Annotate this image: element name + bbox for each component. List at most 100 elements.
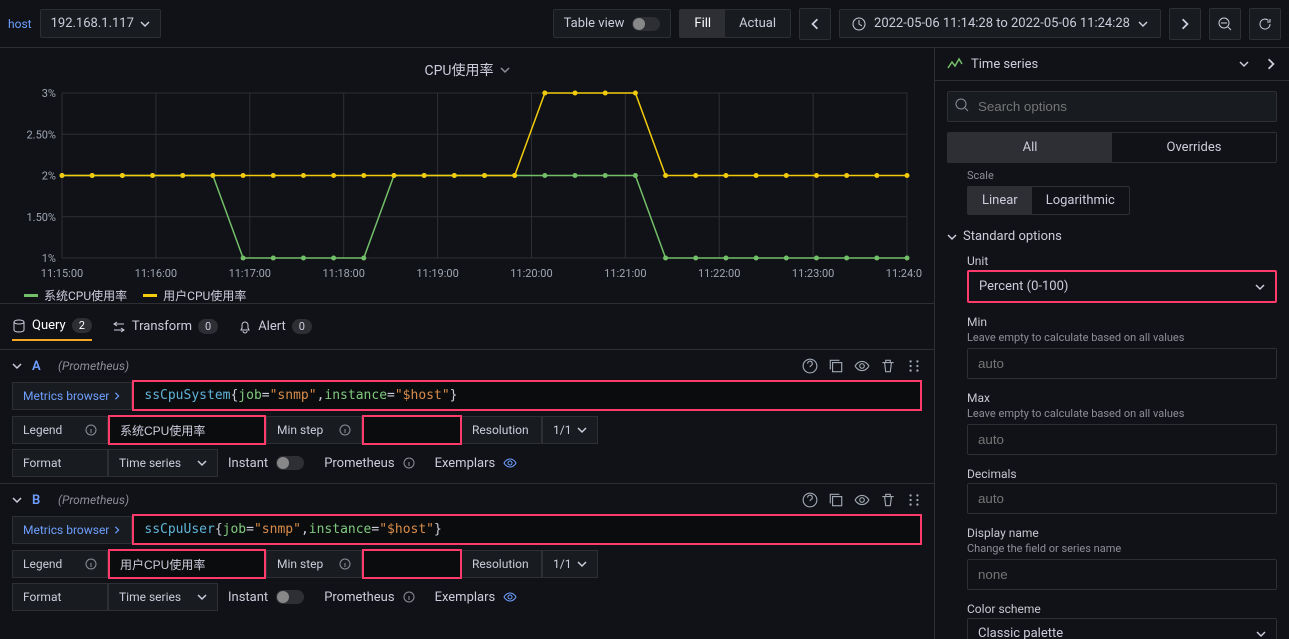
query-datasource: (Prometheus) (58, 493, 129, 507)
chevron-left-icon (809, 18, 821, 30)
trash-icon[interactable] (880, 492, 896, 508)
chevron-down-icon[interactable] (12, 495, 22, 505)
tab-all[interactable]: All (948, 133, 1112, 162)
refresh-button[interactable] (1249, 8, 1281, 40)
fill-actual-segment: Fill Actual (679, 9, 791, 38)
tab-overrides[interactable]: Overrides (1112, 133, 1276, 162)
legend-input[interactable] (108, 549, 266, 579)
legend-item[interactable]: 系统CPU使用率 (24, 287, 127, 304)
min-hint: Leave empty to calculate based on all va… (967, 331, 1277, 344)
legend-field-label: Legend (12, 550, 108, 578)
scale-log-button[interactable]: Logarithmic (1032, 187, 1129, 214)
minstep-input[interactable] (362, 415, 462, 445)
zoom-out-button[interactable] (1209, 8, 1241, 40)
max-input[interactable] (967, 424, 1277, 455)
legend-item[interactable]: 用户CPU使用率 (143, 287, 246, 304)
display-name-label: Display name (967, 526, 1277, 540)
table-view-label: Table view (564, 16, 625, 31)
query-count-badge: 2 (72, 318, 92, 333)
query-block: A (Prometheus) Metrics browser ssCpuSyst… (0, 349, 934, 483)
help-icon[interactable] (802, 492, 818, 508)
tab-query[interactable]: Query 2 (12, 312, 92, 341)
scale-linear-button[interactable]: Linear (968, 187, 1032, 214)
chevron-down-icon (577, 425, 587, 435)
svg-text:11:15:00: 11:15:00 (41, 267, 83, 280)
color-scheme-label: Color scheme (967, 602, 1277, 616)
metrics-browser-button[interactable]: Metrics browser (12, 382, 132, 410)
max-label: Max (967, 391, 1277, 405)
host-var-dropdown[interactable]: 192.168.1.117 (40, 9, 161, 38)
unit-select[interactable]: Percent (0-100) (967, 270, 1277, 303)
eye-icon[interactable] (503, 590, 517, 604)
search-options-input[interactable] (947, 91, 1277, 122)
table-view-toggle[interactable]: Table view (553, 9, 672, 38)
min-input[interactable] (967, 348, 1277, 379)
instant-toggle[interactable] (276, 456, 304, 470)
resolution-select[interactable]: 1/1 (542, 550, 598, 578)
standard-options-header[interactable]: Standard options (947, 229, 1277, 244)
chevron-right-icon (113, 526, 121, 534)
svg-text:11:23:00: 11:23:00 (792, 267, 834, 280)
format-select[interactable]: Time series (108, 449, 218, 477)
instant-label: Instant (228, 456, 268, 471)
chevron-down-icon (577, 559, 587, 569)
drag-icon[interactable] (906, 358, 922, 374)
minstep-field-label: Min step (266, 550, 362, 578)
bell-icon (238, 320, 252, 334)
svg-text:11:18:00: 11:18:00 (322, 267, 364, 280)
copy-icon[interactable] (828, 358, 844, 374)
transform-icon (112, 320, 126, 334)
display-name-input[interactable] (967, 559, 1277, 590)
instant-toggle[interactable] (276, 590, 304, 604)
chart-canvas: 1%1.50%2%2.50%3%11:15:0011:16:0011:17:00… (12, 88, 922, 283)
svg-text:2.50%: 2.50% (26, 128, 56, 141)
timerange-picker[interactable]: 2022-05-06 11:14:28 to 2022-05-06 11:24:… (839, 9, 1161, 38)
query-expression-input[interactable]: ssCpuUser{job="snmp",instance="$host"} (132, 514, 922, 545)
eye-icon[interactable] (503, 456, 517, 470)
prometheus-label: Prometheus (324, 456, 394, 471)
svg-text:11:17:00: 11:17:00 (229, 267, 271, 280)
chevron-down-icon (1138, 19, 1148, 29)
max-hint: Leave empty to calculate based on all va… (967, 407, 1277, 420)
instant-label: Instant (228, 590, 268, 605)
transform-count-badge: 0 (198, 319, 218, 334)
query-expression-input[interactable]: ssCpuSystem{job="snmp",instance="$host"} (132, 380, 922, 411)
color-scheme-select[interactable]: Classic palette (967, 618, 1277, 639)
actual-button[interactable]: Actual (725, 10, 790, 37)
database-icon (12, 319, 26, 333)
chevron-down-icon[interactable] (1239, 59, 1249, 69)
format-select[interactable]: Time series (108, 583, 218, 611)
time-forward-button[interactable] (1169, 8, 1201, 40)
tab-alert[interactable]: Alert 0 (238, 313, 312, 340)
svg-text:11:16:00: 11:16:00 (135, 267, 177, 280)
chevron-down-icon (1256, 629, 1266, 639)
exemplars-label: Exemplars (435, 456, 496, 471)
chevron-down-icon (140, 19, 150, 29)
chevron-down-icon[interactable] (500, 65, 510, 75)
metrics-browser-button[interactable]: Metrics browser (12, 516, 132, 544)
prometheus-label: Prometheus (324, 590, 394, 605)
help-icon[interactable] (802, 358, 818, 374)
legend-input[interactable] (108, 415, 266, 445)
drag-icon[interactable] (906, 492, 922, 508)
eye-icon[interactable] (854, 358, 870, 374)
time-back-button[interactable] (799, 8, 831, 40)
info-icon (85, 558, 97, 570)
trash-icon[interactable] (880, 358, 896, 374)
copy-icon[interactable] (828, 492, 844, 508)
fill-button[interactable]: Fill (680, 10, 725, 37)
tab-transform[interactable]: Transform 0 (112, 313, 218, 340)
svg-text:11:21:00: 11:21:00 (604, 267, 646, 280)
chevron-down-icon[interactable] (12, 361, 22, 371)
query-id: A (32, 359, 48, 374)
resolution-select[interactable]: 1/1 (542, 416, 598, 444)
decimals-input[interactable] (967, 483, 1277, 514)
chevron-right-icon (113, 392, 121, 400)
eye-icon[interactable] (854, 492, 870, 508)
legend-field-label: Legend (12, 416, 108, 444)
chevron-down-icon (947, 232, 957, 242)
chevron-right-icon[interactable] (1265, 58, 1277, 70)
minstep-input[interactable] (362, 549, 462, 579)
zoom-out-icon (1218, 17, 1232, 31)
query-datasource: (Prometheus) (58, 359, 129, 373)
